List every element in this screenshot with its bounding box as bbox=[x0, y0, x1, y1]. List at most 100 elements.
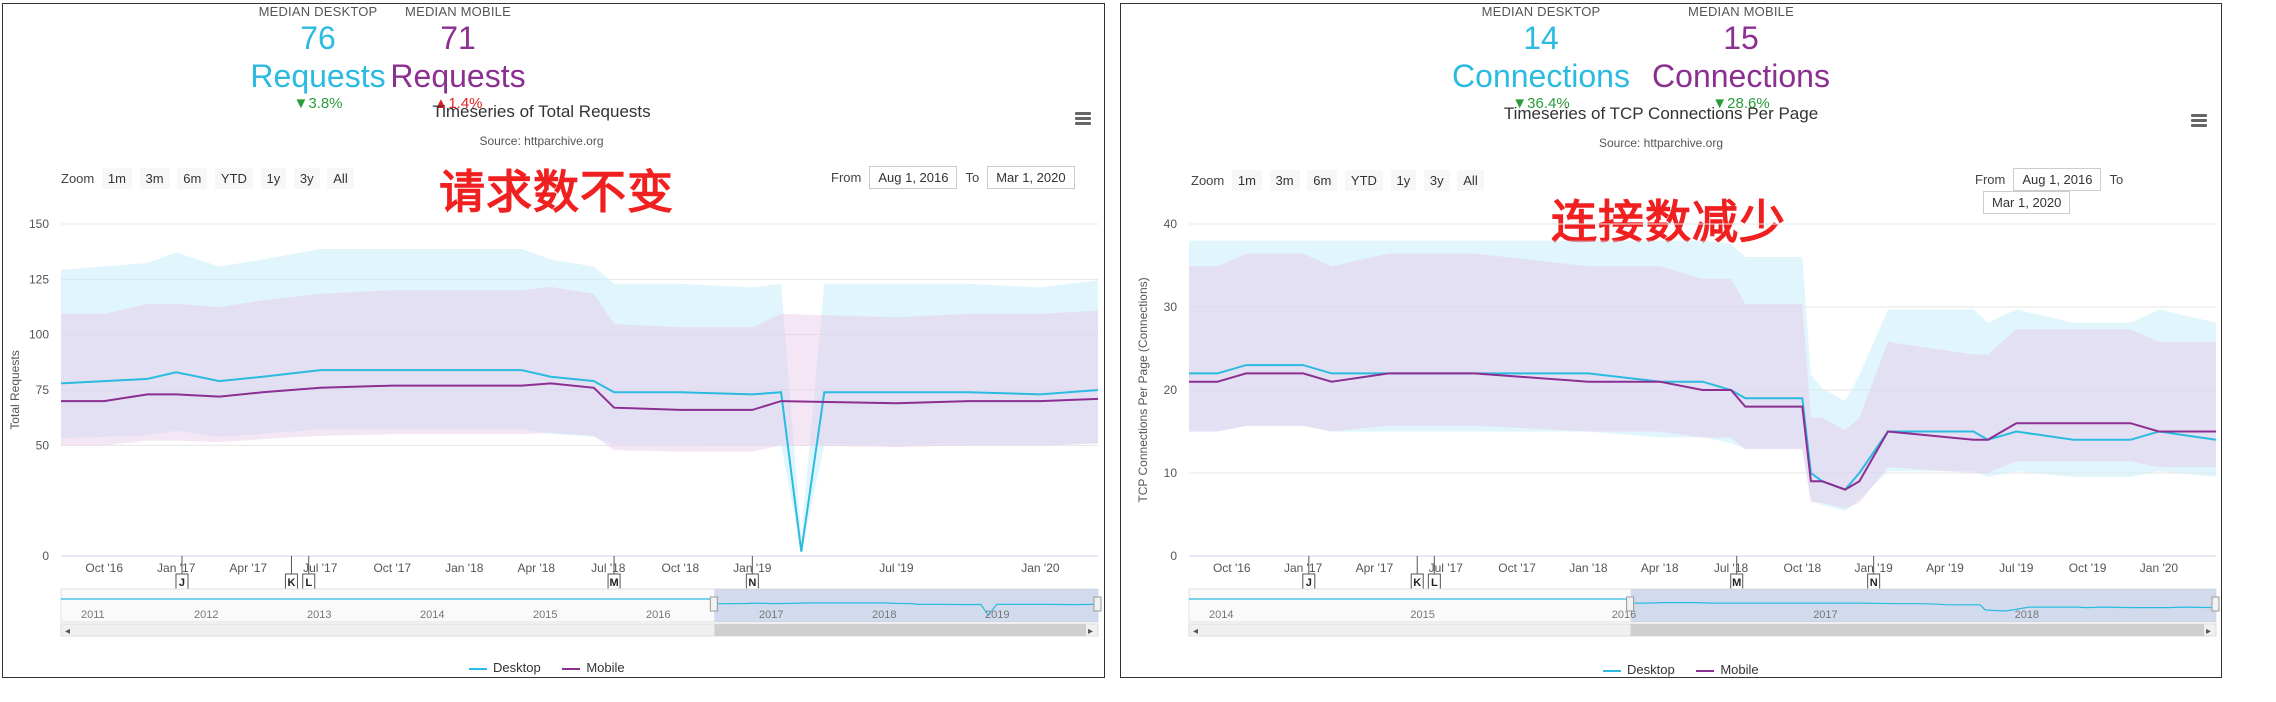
stat-value: 15 Connections bbox=[1652, 20, 1830, 94]
series-line-mobile bbox=[1189, 372, 2216, 491]
x-tick-label: Jan '20 bbox=[2140, 561, 2179, 575]
flag-label: L bbox=[1431, 577, 1438, 589]
x-tick-label: Jul '18 bbox=[1714, 561, 1749, 575]
hamburger-menu-icon[interactable] bbox=[1075, 110, 1091, 127]
chart-source: Source: httparchive.org bbox=[1598, 136, 1724, 150]
from-date-input[interactable]: Aug 1, 2016 bbox=[2013, 168, 2102, 191]
zoom-all-button[interactable]: All bbox=[327, 168, 354, 189]
navigator-year-label: 2015 bbox=[1410, 609, 1434, 621]
from-date-input[interactable]: Aug 1, 2016 bbox=[869, 166, 958, 189]
x-tick-label: Oct '19 bbox=[2069, 561, 2107, 575]
variance-band-desktop bbox=[61, 249, 1098, 553]
chart-panel-connections: MEDIAN DESKTOP 14 Connections ▼36.4% MED… bbox=[1120, 3, 2222, 678]
y-tick-label: 40 bbox=[1164, 217, 1178, 231]
flag-label: J bbox=[179, 577, 185, 589]
zoom-ytd-button[interactable]: YTD bbox=[214, 168, 253, 189]
flag-label: J bbox=[1306, 577, 1312, 589]
to-date-input[interactable]: Mar 1, 2020 bbox=[987, 166, 1075, 189]
legend-desktop[interactable]: Desktop bbox=[1603, 662, 1675, 677]
x-tick-label: Oct '17 bbox=[1498, 561, 1536, 575]
zoom-3m-button[interactable]: 3m bbox=[1269, 170, 1300, 191]
stat-label: MEDIAN DESKTOP bbox=[258, 4, 378, 19]
x-tick-label: Jul '17 bbox=[303, 561, 338, 575]
from-label: From bbox=[1975, 172, 2006, 187]
legend-mobile[interactable]: Mobile bbox=[1696, 662, 1759, 677]
to-label: To bbox=[2109, 172, 2124, 187]
zoom-1m-button[interactable]: 1m bbox=[1231, 170, 1262, 191]
x-tick-label: Apr '17 bbox=[229, 561, 267, 575]
y-tick-label: 0 bbox=[1170, 549, 1177, 563]
legend-mobile[interactable]: Mobile bbox=[562, 660, 625, 675]
stat-change: ▲1.4% bbox=[433, 95, 483, 112]
connections-chart: 0 10 20 30 40 TCP Connections Per Page (Conne… bbox=[1136, 217, 2220, 637]
zoom-ytd-button[interactable]: YTD bbox=[1344, 170, 1383, 191]
legend-label: Desktop bbox=[1627, 662, 1675, 677]
stat-value: 71 Requests bbox=[390, 20, 526, 94]
variance-band-mobile bbox=[61, 286, 1098, 452]
to-date-input[interactable]: Mar 1, 2020 bbox=[1983, 191, 2071, 214]
y-tick-label: 125 bbox=[29, 272, 49, 286]
flag-label: M bbox=[609, 577, 618, 589]
flag-label: K bbox=[287, 577, 295, 589]
legend-desktop[interactable]: Desktop bbox=[469, 660, 541, 675]
navigator-year-label: 2016 bbox=[646, 609, 670, 621]
chart-title: Timeseries of Total Requests bbox=[432, 102, 651, 121]
stat-change: ▼3.8% bbox=[293, 95, 343, 112]
navigator-year-label: 2013 bbox=[307, 609, 331, 621]
chart-title: Timeseries of TCP Connections Per Page bbox=[1503, 104, 1819, 123]
overlay-annotation: 请求数不变 bbox=[439, 165, 674, 219]
hamburger-menu-icon[interactable] bbox=[2191, 112, 2207, 129]
x-tick-label: Jul '19 bbox=[1999, 561, 2034, 575]
x-tick-label: Jan '17 bbox=[157, 561, 196, 575]
navigator-handle-right bbox=[1093, 596, 1102, 612]
scrollbar-thumb bbox=[714, 624, 1086, 636]
requests-chart: 0 50 75 100 125 150 Total Requests Oct '16 Jan '… bbox=[8, 217, 1102, 637]
y-tick-label: 100 bbox=[29, 328, 49, 342]
y-axis-label: TCP Connections Per Page (Connections) bbox=[1136, 277, 1150, 502]
chart-legend: Desktop Mobile bbox=[1603, 662, 1777, 677]
navigator-year-label: 2017 bbox=[1813, 609, 1837, 621]
date-range: From Aug 1, 2016 To Mar 1, 2020 bbox=[831, 166, 1083, 189]
navigator-handle-left bbox=[1626, 596, 1635, 612]
zoom-controls: Zoom 1m 3m 6m YTD 1y 3y All bbox=[61, 168, 354, 189]
zoom-1y-button[interactable]: 1y bbox=[1390, 170, 1417, 191]
zoom-6m-button[interactable]: 6m bbox=[1307, 170, 1338, 191]
series-line-mobile bbox=[61, 382, 1099, 411]
chart-panel-requests: MEDIAN DESKTOP 76 Requests ▼3.8% MEDIAN … bbox=[2, 3, 1105, 678]
x-tick-label: Jan '17 bbox=[1284, 561, 1323, 575]
navigator-selection bbox=[714, 589, 1098, 622]
zoom-all-button[interactable]: All bbox=[1457, 170, 1484, 191]
legend-label: Desktop bbox=[493, 660, 541, 675]
scroll-left-arrow-icon: ◂ bbox=[1193, 626, 1198, 637]
y-tick-label: 50 bbox=[36, 438, 50, 452]
zoom-3y-button[interactable]: 3y bbox=[293, 168, 320, 189]
series-line-desktop bbox=[1189, 364, 2217, 491]
zoom-6m-button[interactable]: 6m bbox=[177, 168, 208, 189]
y-tick-label: 10 bbox=[1164, 466, 1178, 480]
zoom-3m-button[interactable]: 3m bbox=[139, 168, 170, 189]
scroll-right-arrow-icon: ▸ bbox=[1088, 626, 1093, 637]
to-label: To bbox=[965, 170, 980, 185]
zoom-1m-button[interactable]: 1m bbox=[101, 168, 132, 189]
navigator-selection bbox=[1630, 589, 2216, 622]
x-tick-label: Jan '18 bbox=[445, 561, 484, 575]
navigator-year-label: 2014 bbox=[1209, 609, 1233, 621]
flag-label: M bbox=[1732, 577, 1741, 589]
y-tick-label: 0 bbox=[42, 549, 49, 563]
navigator-series-line bbox=[61, 598, 1099, 617]
navigator-handle-right bbox=[2211, 596, 2220, 612]
median-mobile-stat: MEDIAN MOBILE 71 Requests ▲1.4% bbox=[383, 4, 533, 112]
stat-value: 76 Requests bbox=[250, 20, 386, 94]
x-tick-label: Jan '20 bbox=[1021, 561, 1060, 575]
navigator-year-label: 2015 bbox=[533, 609, 557, 621]
zoom-1y-button[interactable]: 1y bbox=[260, 168, 287, 189]
zoom-3y-button[interactable]: 3y bbox=[1423, 170, 1450, 191]
x-tick-label: Oct '17 bbox=[373, 561, 411, 575]
scroll-right-arrow-icon: ▸ bbox=[2206, 626, 2211, 637]
x-tick-label: Jul '19 bbox=[879, 561, 914, 575]
x-tick-label: Oct '16 bbox=[1213, 561, 1251, 575]
from-label: From bbox=[831, 170, 862, 185]
x-tick-label: Oct '18 bbox=[1784, 561, 1822, 575]
x-tick-label: Apr '18 bbox=[517, 561, 555, 575]
x-tick-label: Jul '17 bbox=[1429, 561, 1464, 575]
